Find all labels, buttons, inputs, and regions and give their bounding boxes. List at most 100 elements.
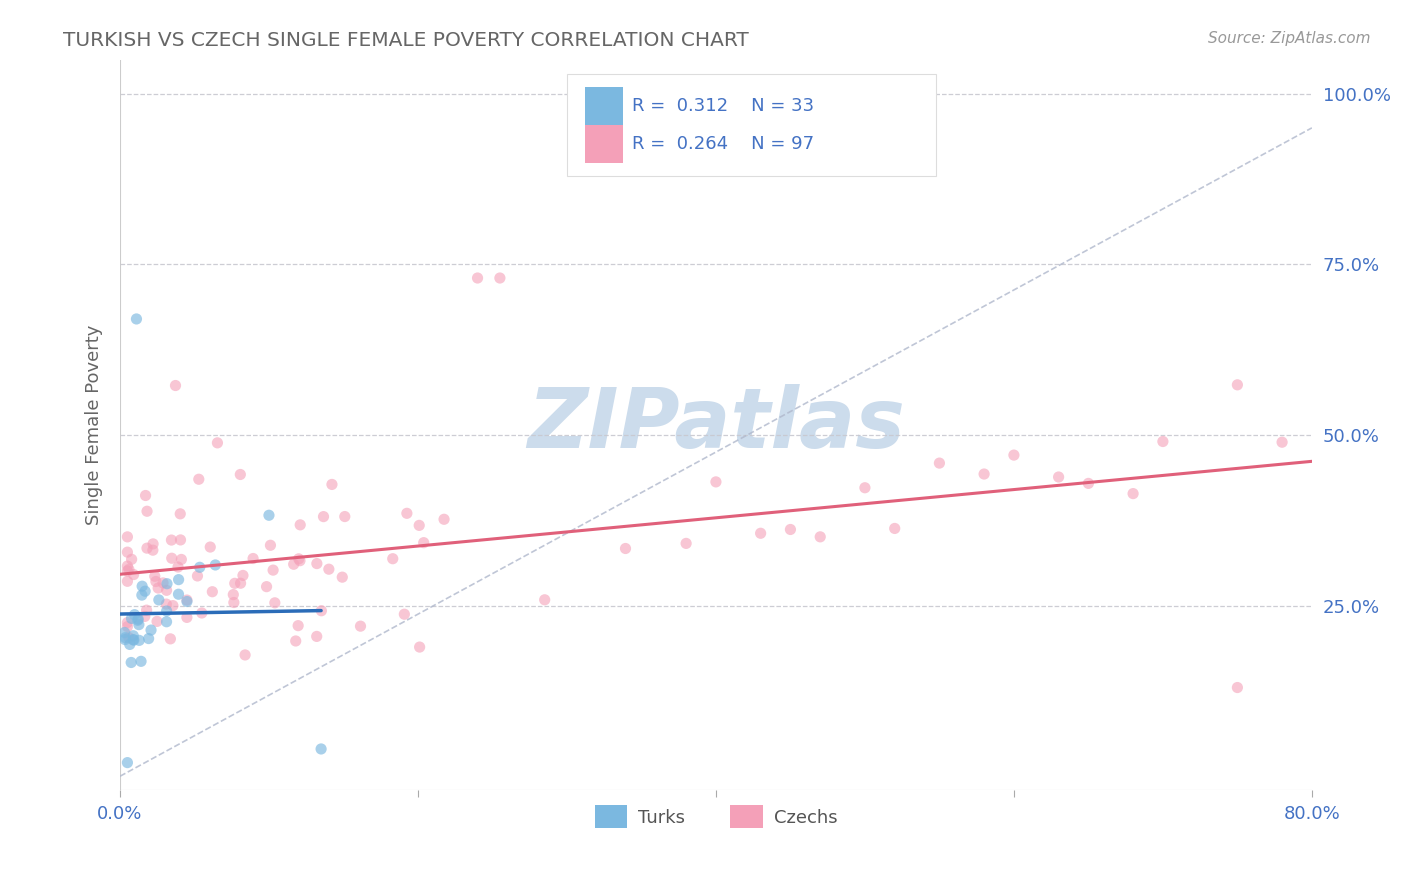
Point — [330, 570, 353, 584]
Point — [287, 552, 309, 566]
Point — [222, 588, 245, 602]
Point — [1271, 435, 1294, 450]
Text: R =  0.264    N = 97: R = 0.264 N = 97 — [633, 135, 814, 153]
Point — [191, 606, 214, 620]
Point — [200, 540, 222, 554]
Point — [129, 654, 152, 668]
Point — [156, 576, 179, 591]
Point — [131, 579, 153, 593]
Point — [229, 576, 252, 591]
Point — [176, 593, 198, 607]
Point — [128, 633, 150, 648]
Point — [408, 640, 430, 654]
Point — [853, 481, 876, 495]
Point — [883, 521, 905, 535]
Point — [309, 742, 332, 756]
Point — [232, 568, 254, 582]
Point — [259, 538, 281, 552]
Point — [207, 435, 229, 450]
Point — [117, 756, 139, 770]
Point — [114, 632, 136, 647]
Point — [127, 612, 149, 626]
Point — [117, 574, 139, 589]
Point — [128, 617, 150, 632]
Point — [305, 557, 328, 571]
Point — [433, 512, 456, 526]
Point — [973, 467, 995, 481]
Text: R =  0.312    N = 33: R = 0.312 N = 33 — [633, 96, 814, 114]
Point — [614, 541, 637, 556]
Point — [779, 523, 801, 537]
Point — [120, 656, 142, 670]
Point — [394, 607, 416, 622]
Point — [122, 629, 145, 643]
Point — [311, 604, 333, 618]
Point — [321, 477, 343, 491]
Point — [1047, 470, 1070, 484]
Point — [134, 584, 156, 599]
FancyBboxPatch shape — [567, 74, 936, 177]
Point — [1226, 681, 1249, 695]
Point — [284, 634, 307, 648]
Point — [1077, 476, 1099, 491]
Point — [349, 619, 371, 633]
Point — [142, 537, 165, 551]
Point — [118, 562, 141, 576]
Y-axis label: Single Female Poverty: Single Female Poverty — [86, 325, 103, 525]
Point — [224, 576, 246, 591]
Point — [122, 567, 145, 582]
Point — [143, 569, 166, 583]
Point — [167, 560, 190, 574]
Point — [167, 573, 190, 587]
Point — [127, 613, 149, 627]
Point — [305, 629, 328, 643]
Point — [176, 610, 198, 624]
Point — [283, 558, 305, 572]
Point — [155, 615, 177, 629]
Point — [808, 530, 831, 544]
Point — [467, 271, 489, 285]
Point — [333, 509, 356, 524]
Point — [318, 562, 340, 576]
Point — [749, 526, 772, 541]
Point — [118, 637, 141, 651]
Point — [288, 554, 311, 568]
Point — [928, 456, 950, 470]
Point — [146, 615, 169, 629]
Point — [263, 596, 285, 610]
Point — [1002, 448, 1025, 462]
Point — [169, 533, 191, 547]
Point — [117, 564, 139, 578]
Point — [117, 545, 139, 559]
Point — [489, 271, 512, 285]
Point — [256, 580, 278, 594]
Point — [122, 632, 145, 647]
Point — [125, 312, 148, 326]
Point — [117, 615, 139, 630]
Point — [124, 607, 146, 622]
Point — [176, 594, 198, 608]
Point — [169, 507, 191, 521]
Legend: Turks, Czechs: Turks, Czechs — [588, 798, 845, 836]
Point — [145, 574, 167, 589]
Text: Source: ZipAtlas.com: Source: ZipAtlas.com — [1208, 31, 1371, 46]
Point — [167, 587, 190, 601]
Point — [139, 623, 162, 637]
Point — [122, 633, 145, 648]
Point — [146, 581, 169, 595]
Point — [121, 552, 143, 566]
Point — [187, 472, 209, 486]
Point — [704, 475, 727, 489]
Point — [117, 620, 139, 634]
Point — [412, 535, 434, 549]
Point — [148, 593, 170, 607]
Point — [188, 560, 211, 574]
Point — [131, 588, 153, 602]
Point — [675, 536, 697, 550]
Point — [136, 541, 159, 556]
FancyBboxPatch shape — [585, 87, 623, 125]
Point — [204, 558, 226, 572]
Point — [233, 648, 256, 662]
Point — [159, 632, 181, 646]
Point — [395, 506, 418, 520]
